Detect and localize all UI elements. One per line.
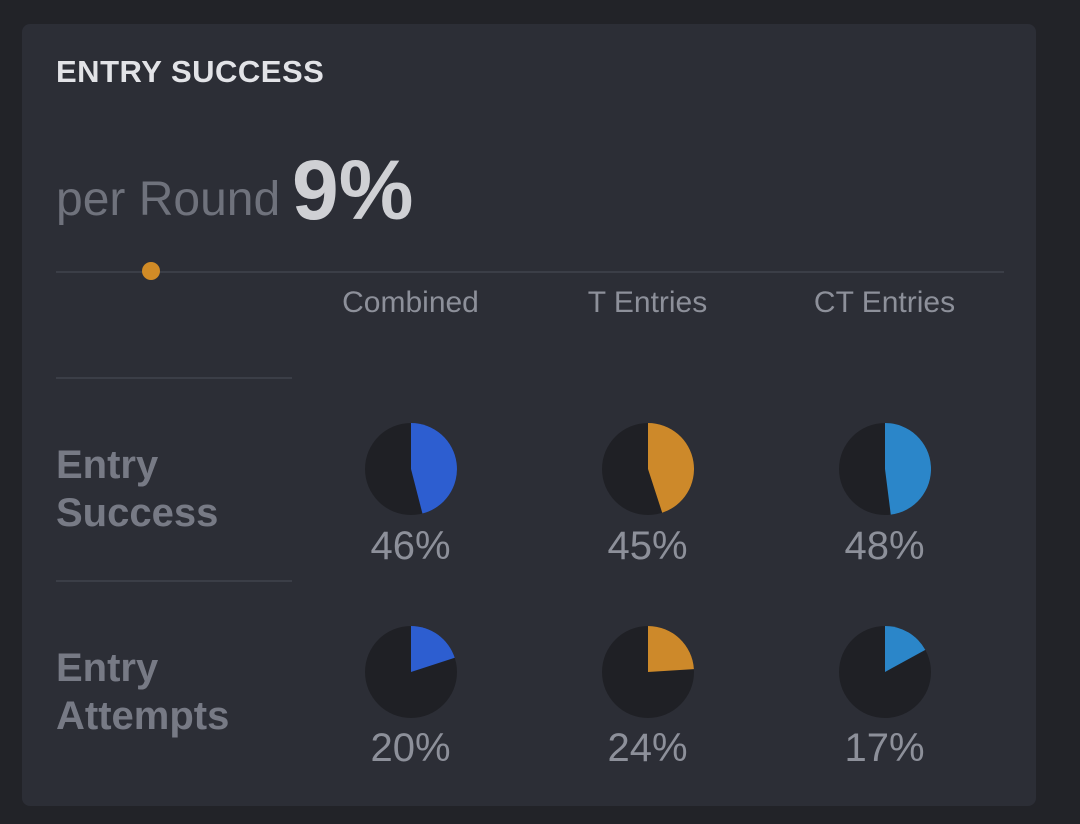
pie-slice — [648, 626, 694, 672]
column-header-ct-entries: CT Entries — [813, 286, 956, 319]
pie-entry-success-combined — [365, 423, 457, 515]
pie-entry-success-t — [602, 423, 694, 515]
row-label-entry-success: Entry Success — [56, 441, 218, 537]
pie-entry-attempts-t — [602, 626, 694, 718]
row-divider-top — [56, 377, 292, 379]
pie-slice — [648, 423, 694, 513]
row-label-line: Entry — [56, 646, 159, 690]
pie-entry-attempts-combined — [365, 626, 457, 718]
pie-value-label: 24% — [607, 726, 688, 770]
column-header-t-entries: T Entries — [587, 286, 708, 319]
slider-handle[interactable] — [141, 262, 160, 280]
pie-value-label: 20% — [370, 726, 451, 770]
pie-entry-success-ct — [839, 423, 931, 515]
pie-value-label: 17% — [844, 726, 925, 770]
card-title: ENTRY SUCCESS — [56, 54, 325, 89]
column-header-combined: Combined — [342, 286, 479, 319]
row-divider-middle — [56, 580, 292, 582]
pie-entry-attempts-ct — [839, 626, 931, 718]
slider-track — [56, 271, 1004, 273]
entry-success-card: ENTRY SUCCESS per Round 9% Combined T En… — [22, 24, 1036, 806]
per-round-label: per Round — [56, 173, 281, 226]
per-round-value: 9% — [292, 143, 414, 237]
row-label-line: Success — [56, 491, 219, 535]
row-label-entry-attempts: Entry Attempts — [56, 644, 229, 740]
pie-slice — [885, 423, 931, 515]
pie-slice — [885, 626, 926, 672]
pie-value-label: 45% — [607, 524, 688, 568]
row-label-line: Attempts — [56, 694, 230, 738]
pie-slice — [411, 626, 455, 672]
pie-value-label: 46% — [370, 524, 451, 568]
pie-value-label: 48% — [844, 524, 925, 568]
pie-slice — [411, 423, 457, 514]
row-label-line: Entry — [56, 443, 159, 487]
